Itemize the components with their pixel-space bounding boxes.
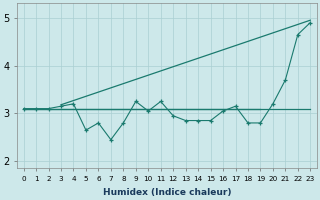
X-axis label: Humidex (Indice chaleur): Humidex (Indice chaleur)	[103, 188, 231, 197]
